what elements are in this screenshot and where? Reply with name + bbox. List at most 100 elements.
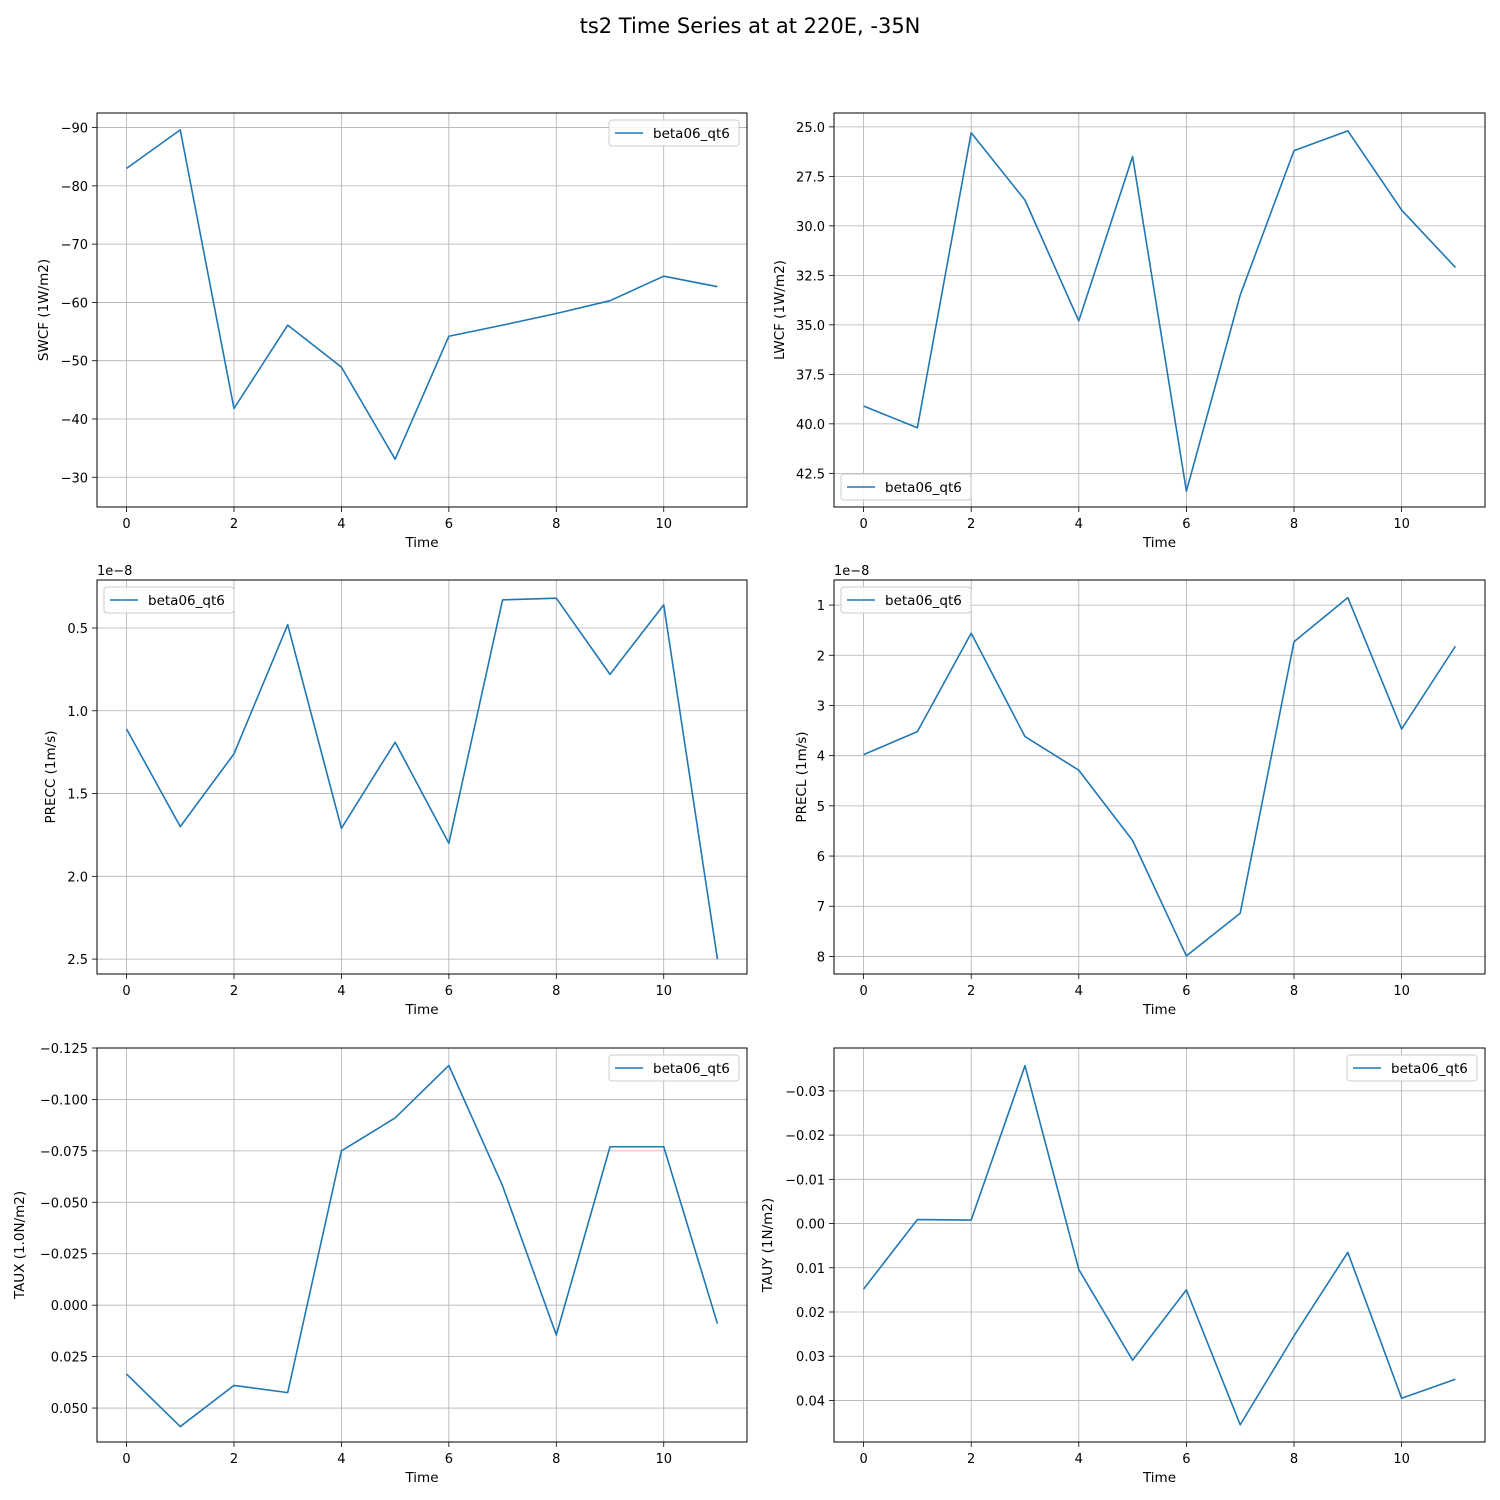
y-tick-label: 0.03 (796, 1350, 825, 1365)
y-tick-label: −50 (61, 355, 88, 370)
legend-label: beta06_qt6 (653, 126, 730, 142)
x-tick-label: 0 (859, 517, 867, 532)
y-tick-label: 37.5 (796, 368, 825, 383)
legend-label: beta06_qt6 (1391, 1061, 1468, 1077)
x-axis-label: Time (1142, 535, 1176, 551)
x-tick-label: 2 (967, 1452, 975, 1467)
legend-label: beta06_qt6 (885, 593, 962, 609)
x-tick-label: 8 (1290, 517, 1298, 532)
x-tick-label: 6 (1182, 517, 1190, 532)
y-tick-label: 0.050 (51, 1402, 88, 1417)
subplot-3: 0 2 4 6 8 10 0.5 1.0 1.5 2.0 2.5 Time PRECC (1m/s) 1e… (43, 564, 748, 1018)
y-tick-label: 6 (817, 850, 825, 865)
legend-box (1346, 1054, 1478, 1082)
x-axis-label: Time (1142, 1002, 1176, 1018)
series-line (863, 596, 1457, 957)
y-tick-label: 1.5 (67, 788, 88, 803)
x-tick-label: 4 (1075, 984, 1083, 999)
x-axis-label: Time (1142, 1470, 1176, 1486)
legend: beta06_qt6 (608, 119, 740, 147)
series-line (125, 1064, 719, 1428)
series-line (125, 597, 719, 960)
x-tick-label: 10 (655, 984, 672, 999)
y-tick-label: 30.0 (796, 220, 825, 235)
y-tick-label: 3 (817, 699, 825, 714)
x-tick-label: 4 (1075, 517, 1083, 532)
series-line (862, 1064, 1456, 1426)
y-tick-label: −0.02 (785, 1129, 825, 1144)
x-tick-label: 0 (859, 1452, 867, 1467)
x-tick-label: 2 (230, 517, 238, 532)
plot-frame (96, 112, 748, 508)
y-tick-label: 0.5 (67, 622, 88, 637)
x-tick-label: 0 (122, 984, 130, 999)
x-tick-label: 0 (122, 517, 130, 532)
legend-label: beta06_qt6 (148, 593, 225, 609)
y-tick-label: 0.04 (796, 1394, 825, 1409)
legend: beta06_qt6 (840, 586, 972, 614)
x-tick-label: 6 (1182, 984, 1190, 999)
y-tick-label: 8 (817, 950, 825, 965)
y-tick-label: 0.01 (796, 1262, 825, 1277)
legend: beta06_qt6 (840, 473, 972, 501)
y-tick-label: 4 (817, 750, 825, 765)
plot-frame (833, 112, 1486, 508)
y-tick-label: −0.075 (40, 1145, 88, 1160)
legend-box (608, 119, 740, 147)
y-tick-label: −80 (61, 180, 88, 195)
y-axis-label: PRECC (1m/s) (43, 730, 59, 823)
y-tick-label: 2.0 (67, 870, 88, 885)
x-tick-label: 8 (552, 1452, 560, 1467)
x-tick-label: 8 (1290, 1452, 1298, 1467)
x-tick-label: 10 (1393, 984, 1410, 999)
y-tick-label: 2.5 (67, 953, 88, 968)
y-tick-label: −60 (61, 296, 88, 311)
y-tick-label: −0.01 (785, 1173, 825, 1188)
y-axis-label: SWCF (1W/m2) (36, 259, 52, 361)
x-tick-label: 2 (230, 984, 238, 999)
x-tick-label: 6 (445, 517, 453, 532)
y-tick-label: −0.125 (40, 1042, 88, 1057)
y-tick-label: 1 (817, 599, 825, 614)
subplot-2: 0 2 4 6 8 10 25.0 27.5 30.0 32.5 35.0 37.5 40.0 42.5 T… (772, 112, 1486, 551)
legend-box (103, 586, 235, 614)
x-tick-label: 4 (337, 984, 345, 999)
y-offset-label: 1e−8 (97, 564, 132, 579)
y-tick-label: 7 (817, 900, 825, 915)
y-tick-label: −30 (61, 471, 88, 486)
legend-box (840, 473, 972, 501)
legend-box (608, 1054, 740, 1082)
series-line (126, 129, 718, 461)
y-axis-label: LWCF (1W/m2) (772, 260, 788, 360)
y-axis-label: PRECL (1m/s) (794, 731, 810, 822)
x-tick-label: 2 (230, 1452, 238, 1467)
y-tick-label: 32.5 (796, 269, 825, 284)
x-tick-label: 2 (967, 984, 975, 999)
x-tick-label: 8 (552, 517, 560, 532)
x-tick-label: 0 (859, 984, 867, 999)
y-tick-label: 40.0 (796, 418, 825, 433)
subplot-1: 0 2 4 6 8 10 −90 −80 −70 −60 −50 −40 −30 Time SWCF (1W… (36, 112, 748, 551)
x-axis-label: Time (404, 1470, 438, 1486)
y-tick-label: 0.00 (796, 1218, 825, 1233)
x-tick-label: 0 (122, 1452, 130, 1467)
figure-title: ts2 Time Series at at 220E, -35N (579, 14, 921, 38)
legend: beta06_qt6 (103, 586, 235, 614)
y-axis-label: TAUY (1N/m2) (760, 1198, 776, 1293)
x-axis-label: Time (404, 535, 438, 551)
subplot-5: 0 2 4 6 8 10 −0.125 −0.100 −0.075 −0.050 −0.025 0.0… (12, 1042, 748, 1486)
y-tick-label: 0.02 (796, 1306, 825, 1321)
x-axis-label: Time (404, 1002, 438, 1018)
legend: beta06_qt6 (608, 1054, 740, 1082)
plot-frame (833, 1047, 1486, 1443)
y-tick-label: −40 (61, 413, 88, 428)
legend-label: beta06_qt6 (653, 1061, 730, 1077)
y-tick-label: 1.0 (67, 705, 88, 720)
x-tick-label: 8 (1290, 984, 1298, 999)
y-tick-label: −0.03 (785, 1085, 825, 1100)
y-tick-label: 25.0 (796, 121, 825, 136)
y-tick-label: 5 (817, 800, 825, 815)
plot-frame (96, 1047, 748, 1443)
